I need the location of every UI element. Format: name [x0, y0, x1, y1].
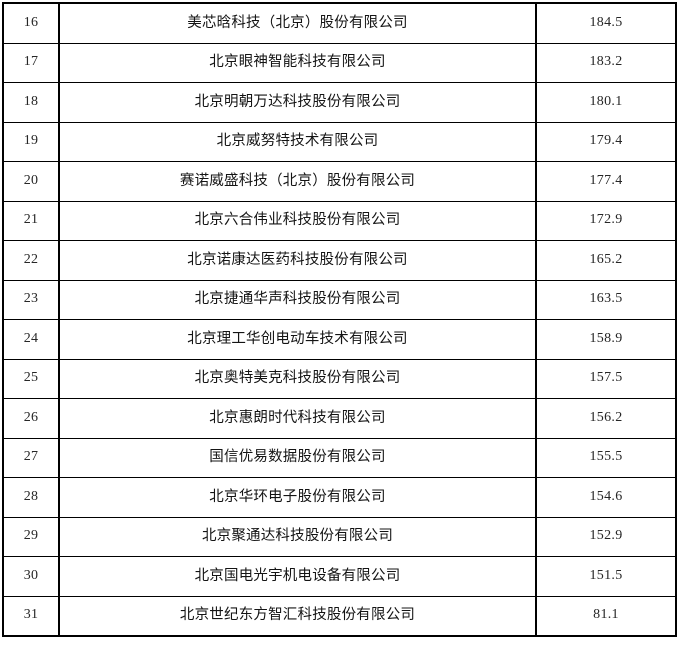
company-name-cell: 北京眼神智能科技有限公司	[58, 42, 537, 83]
company-name-cell: 北京明朝万达科技股份有限公司	[58, 82, 537, 123]
score-cell: 154.6	[535, 477, 676, 518]
rank-cell: 18	[3, 82, 60, 123]
table-row: 17 北京眼神智能科技有限公司 183.2	[3, 42, 676, 83]
table-row: 28 北京华环电子股份有限公司 154.6	[3, 477, 676, 518]
company-name-cell: 北京奥特美克科技股份有限公司	[58, 358, 537, 399]
table-row: 29 北京聚通达科技股份有限公司 152.9	[3, 516, 676, 557]
rank-cell: 31	[3, 595, 60, 636]
score-cell: 183.2	[535, 42, 676, 83]
table-row: 19 北京威努特技术有限公司 179.4	[3, 121, 676, 162]
rank-cell: 30	[3, 556, 60, 597]
rank-cell: 16	[3, 3, 60, 44]
company-name-cell: 赛诺威盛科技（北京）股份有限公司	[58, 161, 537, 202]
score-cell: 156.2	[535, 398, 676, 439]
rank-cell: 21	[3, 200, 60, 241]
company-name-cell: 北京威努特技术有限公司	[58, 121, 537, 162]
rank-cell: 27	[3, 437, 60, 478]
rank-cell: 17	[3, 42, 60, 83]
score-cell: 152.9	[535, 516, 676, 557]
company-name-cell: 北京聚通达科技股份有限公司	[58, 516, 537, 557]
company-name-cell: 北京捷通华声科技股份有限公司	[58, 279, 537, 320]
company-name-cell: 国信优易数据股份有限公司	[58, 437, 537, 478]
company-name-cell: 北京六合伟业科技股份有限公司	[58, 200, 537, 241]
rank-cell: 26	[3, 398, 60, 439]
score-cell: 155.5	[535, 437, 676, 478]
score-cell: 184.5	[535, 3, 676, 44]
company-name-cell: 北京国电光宇机电设备有限公司	[58, 556, 537, 597]
rank-cell: 29	[3, 516, 60, 557]
rank-cell: 19	[3, 121, 60, 162]
company-name-cell: 北京理工华创电动车技术有限公司	[58, 319, 537, 360]
score-cell: 165.2	[535, 240, 676, 281]
rank-cell: 20	[3, 161, 60, 202]
ranking-table: 16 美芯晗科技（北京）股份有限公司 184.5 17 北京眼神智能科技有限公司 183.…	[2, 2, 677, 637]
company-name-cell: 北京诺康达医药科技股份有限公司	[58, 240, 537, 281]
table-row: 30 北京国电光宇机电设备有限公司 151.5	[3, 556, 676, 597]
score-cell: 172.9	[535, 200, 676, 241]
table-row: 24 北京理工华创电动车技术有限公司 158.9	[3, 319, 676, 360]
rank-cell: 28	[3, 477, 60, 518]
company-name-cell: 北京世纪东方智汇科技股份有限公司	[58, 595, 537, 636]
rank-cell: 24	[3, 319, 60, 360]
score-cell: 180.1	[535, 82, 676, 123]
company-name-cell: 北京惠朗时代科技有限公司	[58, 398, 537, 439]
table-row: 22 北京诺康达医药科技股份有限公司 165.2	[3, 240, 676, 281]
table-row: 26 北京惠朗时代科技有限公司 156.2	[3, 398, 676, 439]
table-row: 18 北京明朝万达科技股份有限公司 180.1	[3, 82, 676, 123]
score-cell: 163.5	[535, 279, 676, 320]
rank-cell: 23	[3, 279, 60, 320]
table-row: 16 美芯晗科技（北京）股份有限公司 184.5	[3, 3, 676, 44]
table-row: 21 北京六合伟业科技股份有限公司 172.9	[3, 200, 676, 241]
table-row: 27 国信优易数据股份有限公司 155.5	[3, 437, 676, 478]
table-body: 16 美芯晗科技（北京）股份有限公司 184.5 17 北京眼神智能科技有限公司 183.…	[3, 3, 676, 636]
score-cell: 151.5	[535, 556, 676, 597]
rank-cell: 25	[3, 358, 60, 399]
table-row: 23 北京捷通华声科技股份有限公司 163.5	[3, 279, 676, 320]
score-cell: 179.4	[535, 121, 676, 162]
company-name-cell: 美芯晗科技（北京）股份有限公司	[58, 3, 537, 44]
table-row: 20 赛诺威盛科技（北京）股份有限公司 177.4	[3, 161, 676, 202]
company-name-cell: 北京华环电子股份有限公司	[58, 477, 537, 518]
score-cell: 177.4	[535, 161, 676, 202]
table-row: 25 北京奥特美克科技股份有限公司 157.5	[3, 358, 676, 399]
score-cell: 81.1	[535, 595, 676, 636]
table-row: 31 北京世纪东方智汇科技股份有限公司 81.1	[3, 595, 676, 636]
rank-cell: 22	[3, 240, 60, 281]
score-cell: 157.5	[535, 358, 676, 399]
score-cell: 158.9	[535, 319, 676, 360]
